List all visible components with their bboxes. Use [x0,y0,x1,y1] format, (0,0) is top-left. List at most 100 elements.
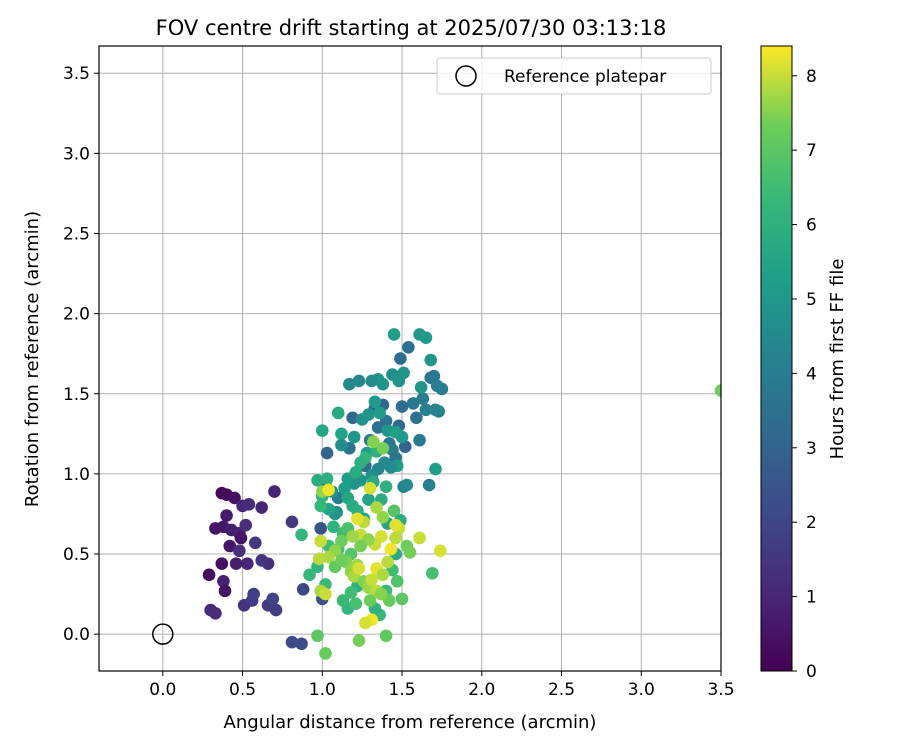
scatter-point [362,408,375,421]
scatter-point [242,498,256,511]
scatter-point [395,430,409,444]
scatter-point [400,478,414,492]
x-tick-label: 2.0 [468,680,495,700]
x-tick-label: 3.5 [707,680,734,700]
y-tick-label: 0.5 [63,545,90,565]
scatter-point [434,544,447,558]
scatter-point [376,510,390,524]
scatter-point [381,555,394,569]
scatter-point [389,518,402,532]
scatter-point [315,424,329,437]
scatter-point [269,603,283,617]
plot-area [99,46,721,671]
colorbar: 0 1 2 3 4 5 6 7 8 Hours from first FF file [760,45,848,682]
grid-lines [99,46,722,671]
y-axis-label: Rotation from reference (arcmin) [22,211,43,507]
scatter-point [322,483,335,497]
x-tick-label: 0.5 [229,680,256,700]
scatter-point [346,530,359,543]
scatter-point [220,509,233,522]
scatter-point [413,433,426,447]
scatter-point [390,574,404,588]
scatter-point [241,557,254,570]
colorbar-tick-label: 6 [806,216,817,236]
scatter-point [239,518,253,532]
scatter-point [365,573,379,586]
scatter-point [403,546,417,559]
scatter-point [387,504,401,518]
legend-marker-reference [455,65,477,87]
legend: Reference platepar [436,57,712,95]
scatter-point [296,582,310,596]
scatter-point [255,554,268,567]
colorbar-gradient [760,45,793,672]
scatter-point [370,501,383,514]
colorbar-tick-label: 8 [806,67,817,87]
scatter-point [354,539,367,553]
scatter-point [319,647,332,660]
scatter-point [312,552,326,566]
y-tick-label: 1.0 [63,465,90,485]
scatter-point [413,531,426,545]
scatter-point [255,501,268,514]
scatter-point [365,374,379,388]
colorbar-tick-label: 3 [806,439,817,459]
scatter-point [714,384,721,397]
scatter-point [229,557,243,570]
scatter-point [344,586,358,599]
y-tick-label: 1.5 [63,385,90,405]
x-tick-label: 0.0 [149,680,176,700]
colorbar-tick-label: 0 [806,662,817,682]
scatter-point [424,353,438,367]
scatter-point [374,587,388,601]
x-tick-label: 3.0 [628,680,655,700]
scatter-point [363,482,377,495]
scatter-point [352,374,366,388]
scatter-point [406,397,420,410]
scatter-point [327,520,340,534]
plot-frame [98,45,722,672]
scatter-point [335,554,348,567]
scatter-point [419,331,433,344]
scatter-point [233,544,246,558]
x-tick-label: 1.5 [389,680,416,700]
scatter-point [343,377,356,391]
scatter-point [349,465,363,479]
scatter-point [376,377,390,391]
scatter-point [395,592,409,606]
scatter-point [320,446,334,460]
x-axis-label: Angular distance from reference (arcmin) [224,712,597,733]
scatter-point [320,472,334,485]
scatter-point [266,592,280,606]
scatter-point [435,382,449,396]
scatter-point [398,440,412,453]
scatter-point [338,482,351,495]
scatter-point [379,629,393,643]
scatter-point [363,594,377,607]
scatter-point [429,462,442,476]
legend-box [436,57,712,95]
scatter-point [202,568,216,582]
scatter-point [347,430,361,444]
scatter-point [319,587,332,601]
scatter-point [314,499,327,513]
scatter-point [379,480,393,494]
scatter-point [303,568,316,582]
reference-platepar-marker [152,623,174,645]
scatter-point [429,403,442,417]
scatter-point [426,566,439,580]
scatter-point [351,512,364,526]
scatter-point [427,369,441,383]
y-tick-label: 0.0 [63,625,90,645]
y-tick-label: 3.5 [63,64,90,84]
x-axis-ticks: 0.0 0.5 1.0 1.5 2.0 2.5 3.0 3.5 [149,671,735,700]
scatter-point [354,456,367,469]
scatter-point [285,515,299,529]
scatter-point [376,568,390,582]
scatter-point [422,478,436,492]
scatter-point [217,574,230,588]
scatter-point [359,616,372,630]
scatter-point [368,395,382,409]
scatter-point [352,562,366,575]
scatter-point [402,340,415,354]
